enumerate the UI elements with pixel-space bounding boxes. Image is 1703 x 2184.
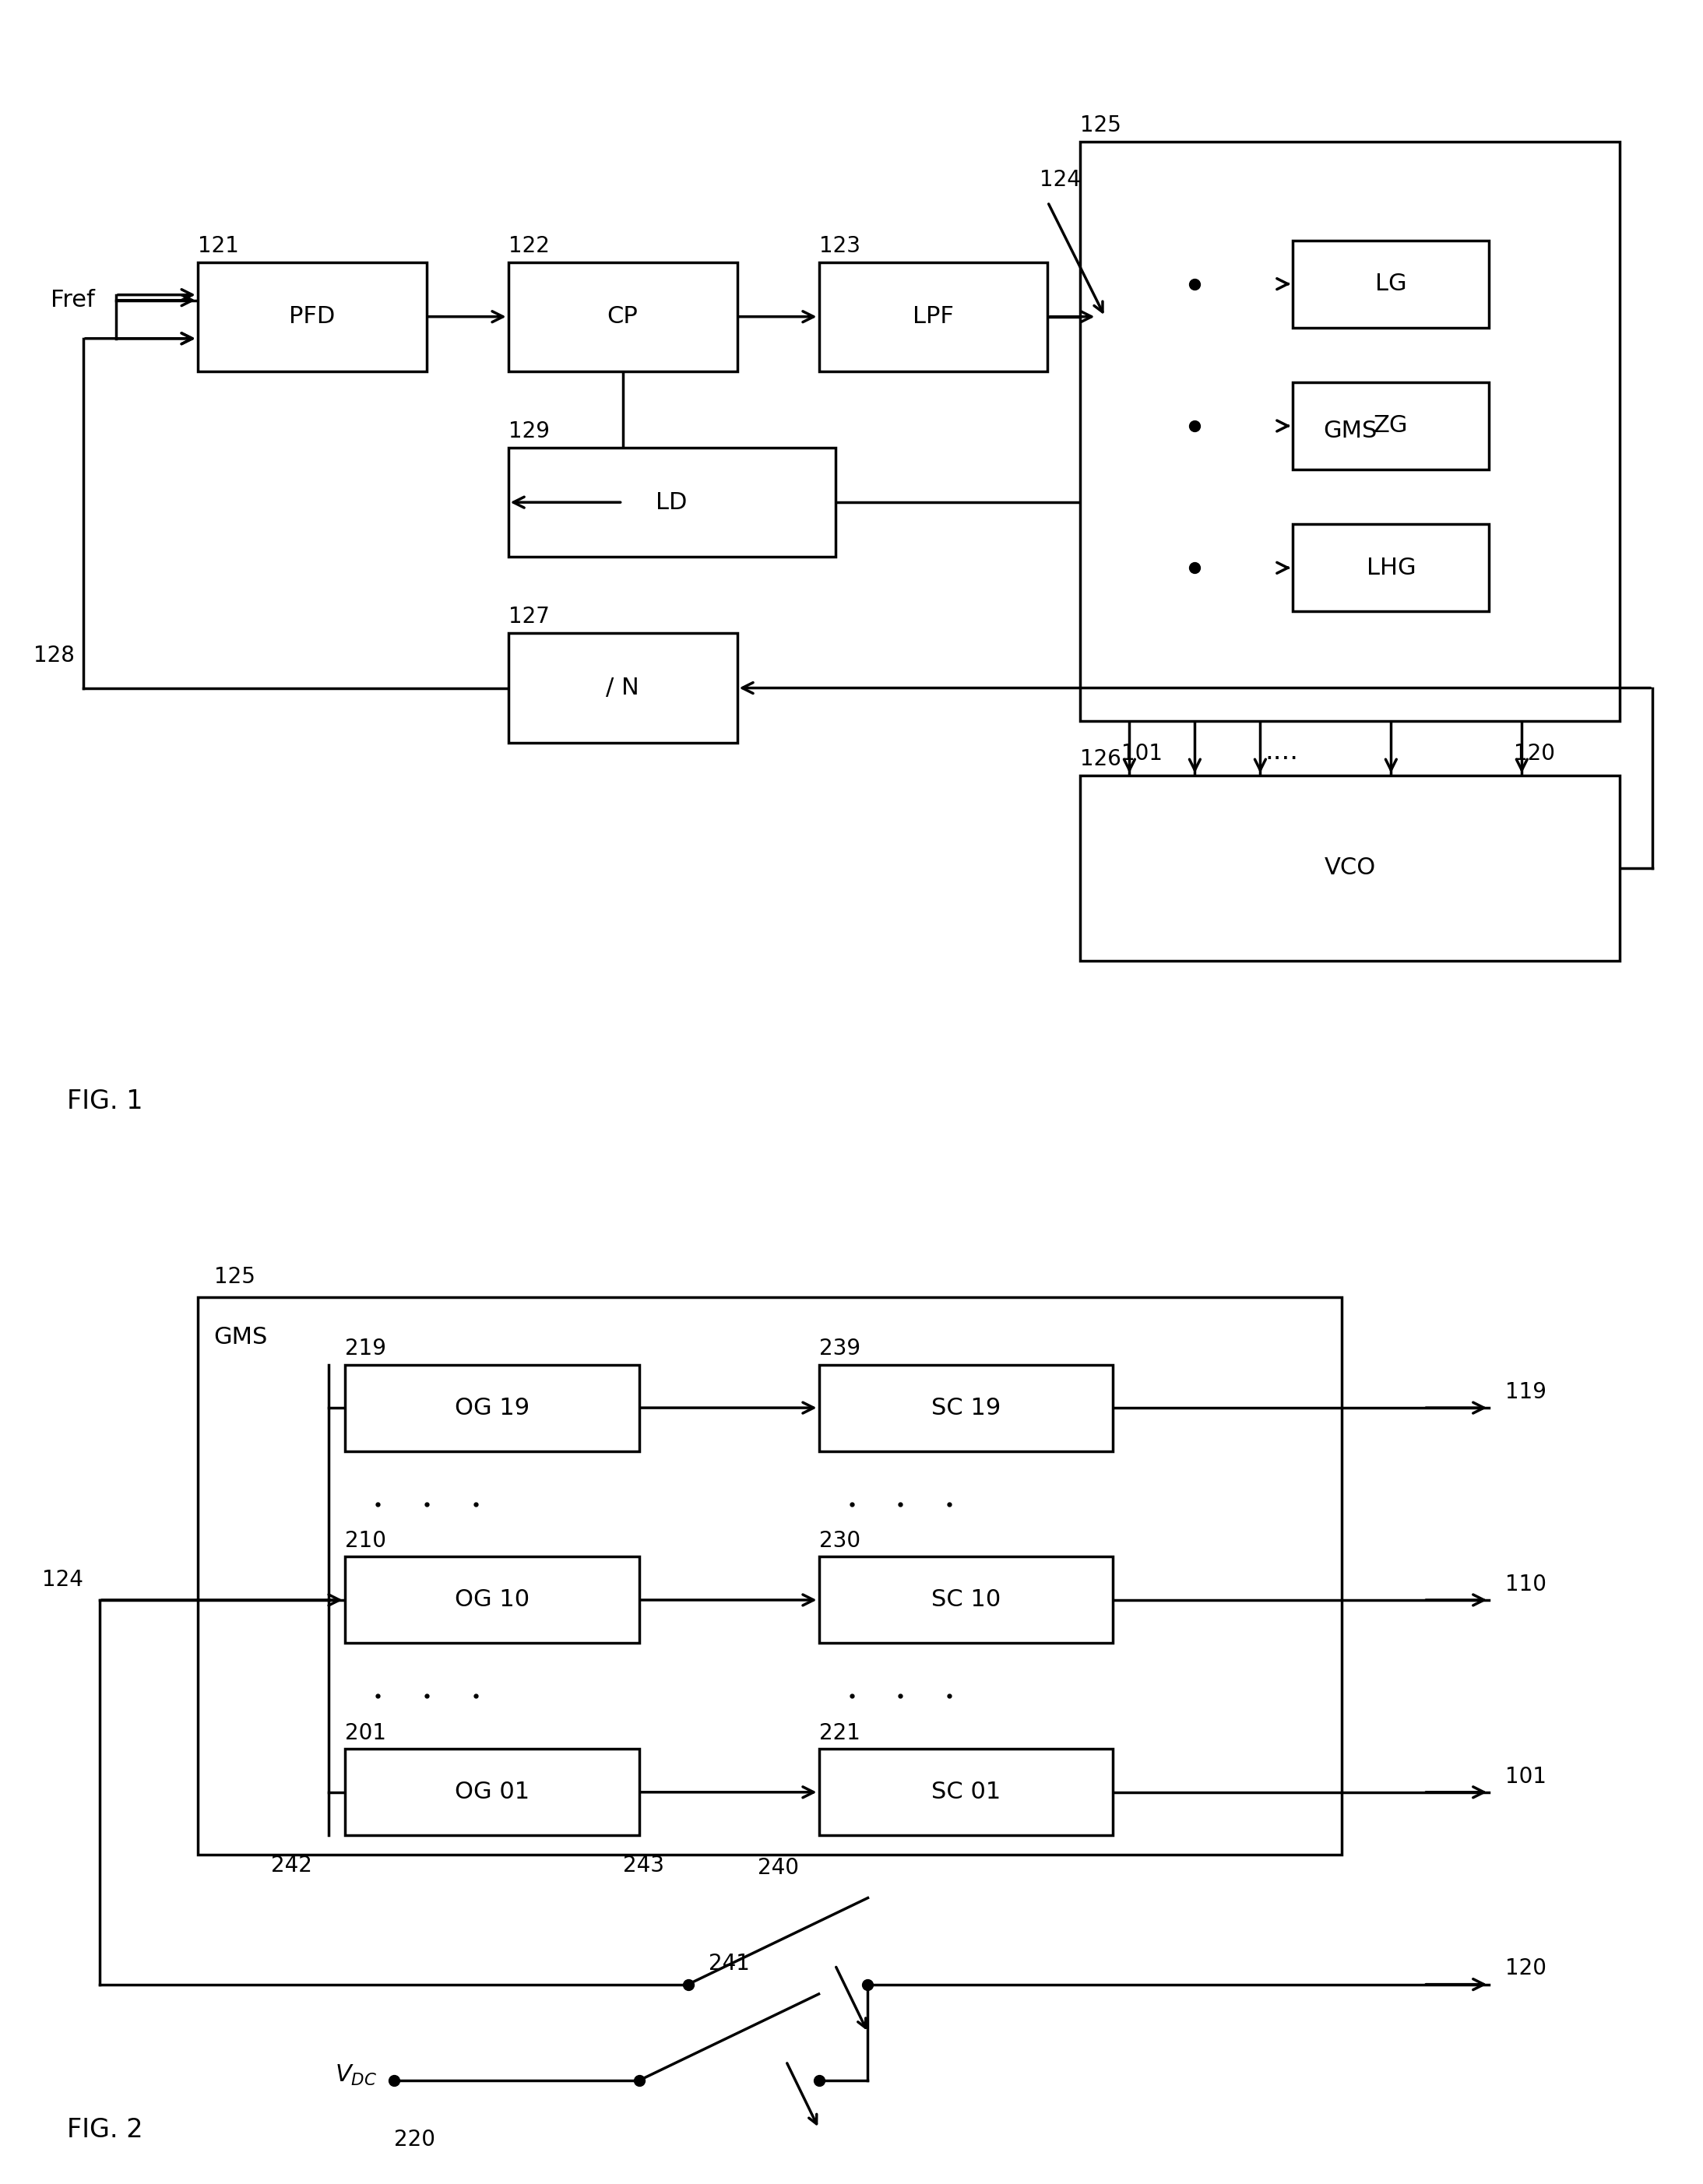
Text: FIG. 1: FIG. 1: [66, 1088, 143, 1114]
Text: FIG. 2: FIG. 2: [66, 2116, 143, 2143]
Text: LD: LD: [656, 491, 688, 513]
Text: 219: 219: [344, 1339, 387, 1361]
FancyBboxPatch shape: [819, 262, 1047, 371]
FancyBboxPatch shape: [507, 633, 737, 743]
FancyBboxPatch shape: [819, 1365, 1114, 1450]
Text: / N: / N: [606, 677, 639, 699]
Text: 110: 110: [1505, 1572, 1546, 1594]
Text: 119: 119: [1505, 1380, 1546, 1402]
Text: 220: 220: [393, 2129, 434, 2151]
Text: 122: 122: [507, 236, 550, 258]
FancyBboxPatch shape: [1293, 524, 1488, 612]
FancyBboxPatch shape: [819, 1557, 1114, 1642]
Text: 101: 101: [1505, 1765, 1546, 1787]
FancyBboxPatch shape: [344, 1365, 639, 1450]
Text: 123: 123: [819, 236, 860, 258]
Text: 129: 129: [507, 422, 550, 441]
FancyBboxPatch shape: [507, 448, 834, 557]
Text: 127: 127: [507, 607, 550, 629]
Text: LG: LG: [1376, 273, 1407, 295]
Text: 241: 241: [708, 1952, 749, 1974]
Text: ZG: ZG: [1374, 415, 1408, 437]
Text: OG 10: OG 10: [455, 1588, 530, 1612]
Text: 243: 243: [623, 1854, 664, 1876]
Text: GMS: GMS: [215, 1326, 267, 1350]
Text: VCO: VCO: [1325, 856, 1376, 880]
FancyBboxPatch shape: [344, 1557, 639, 1642]
Text: OG 01: OG 01: [455, 1780, 530, 1804]
Text: 124: 124: [43, 1568, 83, 1590]
Text: Fref: Fref: [51, 288, 95, 312]
Text: 242: 242: [271, 1854, 312, 1876]
FancyBboxPatch shape: [1080, 142, 1620, 721]
Text: ....: ....: [1265, 738, 1299, 764]
Text: 124: 124: [1039, 170, 1081, 192]
Text: CP: CP: [608, 306, 639, 328]
Text: 121: 121: [198, 236, 238, 258]
Text: PFD: PFD: [290, 306, 335, 328]
Text: SC 10: SC 10: [932, 1588, 1001, 1612]
FancyBboxPatch shape: [198, 1297, 1342, 1854]
Text: 210: 210: [344, 1531, 387, 1553]
Text: 101: 101: [1121, 743, 1163, 764]
FancyBboxPatch shape: [819, 1749, 1114, 1835]
Text: LPF: LPF: [913, 306, 954, 328]
Text: $V_{DC}$: $V_{DC}$: [335, 2064, 378, 2088]
Text: GMS: GMS: [1323, 419, 1378, 443]
Text: LHG: LHG: [1366, 557, 1415, 579]
FancyBboxPatch shape: [344, 1749, 639, 1835]
Text: OG 19: OG 19: [455, 1396, 530, 1420]
FancyBboxPatch shape: [507, 262, 737, 371]
Text: 128: 128: [34, 644, 75, 666]
Text: 240: 240: [758, 1856, 799, 1878]
Text: SC 01: SC 01: [932, 1780, 1001, 1804]
Text: 201: 201: [344, 1723, 387, 1745]
Text: 120: 120: [1514, 743, 1555, 764]
FancyBboxPatch shape: [1293, 382, 1488, 470]
Text: 120: 120: [1505, 1957, 1546, 1979]
Text: 125: 125: [215, 1267, 255, 1289]
Text: 230: 230: [819, 1531, 860, 1553]
FancyBboxPatch shape: [1293, 240, 1488, 328]
Text: SC 19: SC 19: [932, 1396, 1001, 1420]
Text: 239: 239: [819, 1339, 860, 1361]
FancyBboxPatch shape: [198, 262, 426, 371]
FancyBboxPatch shape: [1080, 775, 1620, 961]
Text: 125: 125: [1080, 116, 1122, 135]
Text: 126: 126: [1080, 749, 1122, 771]
Text: 221: 221: [819, 1723, 860, 1745]
